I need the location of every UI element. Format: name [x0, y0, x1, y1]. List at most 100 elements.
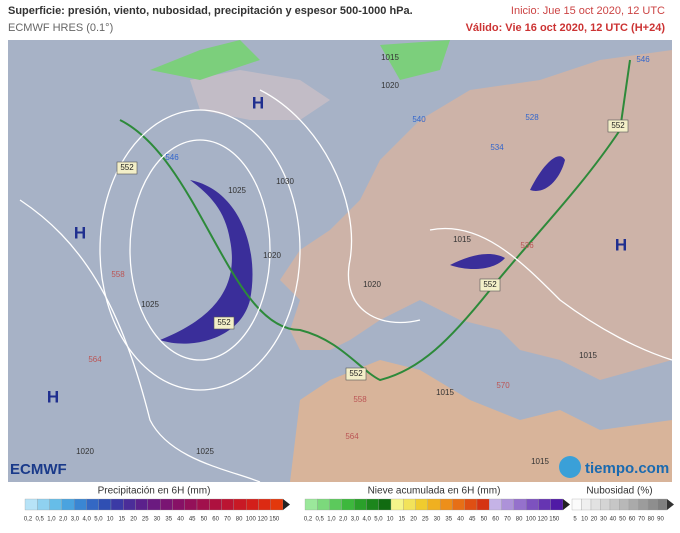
legend-tick-label: 15: [118, 517, 125, 523]
legend-tick-label: 35: [445, 517, 452, 523]
legend-swatch: [61, 498, 75, 511]
legend-swatch: [600, 498, 611, 511]
legend-swatch: [550, 498, 564, 511]
europe: [280, 50, 672, 380]
legend-tick-label: 10: [581, 517, 588, 523]
thickness-box: [479, 278, 501, 292]
init-time: Inicio: Jue 15 oct 2020, 12 UTC: [511, 5, 665, 17]
legend-tick-label: 45: [189, 517, 196, 523]
legend-tick-label: 25: [422, 517, 429, 523]
legend-tick-label: 40: [610, 517, 617, 523]
legend-swatch: [341, 498, 355, 511]
isobar-label: 1015: [453, 235, 471, 244]
thickness-box: [213, 316, 235, 330]
legend-title: Precipitación en 6H (mm): [98, 486, 211, 497]
thickness-552-line: [119, 59, 631, 382]
legend-arrow: [283, 499, 290, 510]
high-label: H: [252, 93, 264, 112]
legend-swatch: [147, 498, 161, 511]
high-label: H: [74, 223, 86, 242]
thickness-label: 564: [88, 355, 102, 364]
isobars: [19, 89, 673, 483]
snow-area: [150, 40, 450, 80]
legend-tick-label: 80: [236, 517, 243, 523]
legend-tick-label: 150: [549, 517, 560, 523]
legend-tick-label: 50: [481, 517, 488, 523]
legend-tick-label: 20: [130, 517, 137, 523]
legend-swatch: [317, 498, 330, 511]
legend-tick-label: 0,2: [24, 517, 33, 523]
thickness-label: 558: [353, 395, 367, 404]
isobar-label: 1025: [196, 447, 214, 456]
legend-swatch: [378, 498, 392, 511]
legend-swatch: [172, 498, 185, 511]
legend-tick-label: 20: [410, 517, 417, 523]
legend-tick-label: 10: [107, 517, 114, 523]
legend-tick-label: 2,0: [59, 517, 68, 523]
high-label: H: [47, 387, 59, 406]
isobar-label: 1025: [228, 186, 246, 195]
thickness-label: 540: [412, 115, 426, 124]
legend-swatch: [489, 498, 502, 511]
legend-swatch: [619, 498, 630, 511]
legend-tick-label: 45: [469, 517, 476, 523]
legend-swatch: [628, 498, 639, 511]
legend-tick-label: 60: [492, 517, 499, 523]
legend-swatch: [427, 498, 441, 511]
legend-tick-label: 120: [538, 517, 549, 523]
tiempo-icon: [559, 456, 581, 478]
legend-swatch: [590, 498, 601, 511]
legend-swatch: [390, 498, 404, 511]
isobar-label: 1020: [363, 280, 381, 289]
legend-swatch: [304, 498, 318, 511]
legend-swatch: [110, 498, 124, 511]
legend-swatch: [501, 498, 515, 511]
thickness-label: 536: [520, 241, 534, 250]
legend-swatch: [184, 498, 198, 511]
legend-tick-label: 35: [165, 517, 172, 523]
legend-tick-label: 0,5: [316, 517, 325, 523]
legend-swatch: [647, 498, 658, 511]
legend-swatch: [638, 498, 649, 511]
isobar-label: 1015: [531, 457, 549, 466]
legend-swatch: [37, 498, 50, 511]
legend-tick-label: 0,2: [304, 517, 313, 523]
legend-swatch: [209, 498, 222, 511]
thickness-label: 546: [165, 153, 179, 162]
legend-swatch: [329, 498, 343, 511]
legend-swatch: [366, 498, 379, 511]
legend-swatch: [270, 498, 284, 511]
legend-swatch: [415, 498, 429, 511]
legend-arrow: [667, 499, 674, 510]
thickness-label: 558: [111, 270, 125, 279]
valid-time: Válido: Vie 16 oct 2020, 12 UTC (H+24): [466, 22, 666, 34]
precip-band: [160, 180, 253, 344]
legend-tick-label: 40: [177, 517, 184, 523]
legend-tick-label: 1,0: [327, 517, 336, 523]
thickness-box: [345, 367, 367, 381]
legend-swatch: [196, 498, 210, 511]
legend-swatch: [476, 498, 490, 511]
legend-swatch: [538, 498, 551, 511]
legend-tick-label: 25: [142, 517, 149, 523]
legend-tick-label: 30: [434, 517, 441, 523]
legend-tick-label: 5: [573, 517, 577, 523]
thickness-box-label: 552: [349, 369, 363, 378]
legend-tick-label: 4,0: [362, 517, 371, 523]
precip-cells: [450, 156, 565, 270]
legend-swatch: [452, 498, 465, 511]
legend-tick-label: 0,5: [36, 517, 45, 523]
legend-tick-label: 90: [657, 517, 664, 523]
legend-tick-label: 40: [457, 517, 464, 523]
header-bg: [0, 0, 680, 40]
isobar-label: 1030: [276, 177, 294, 186]
thickness-box: [607, 119, 629, 133]
ecmwf-logo: ECMWF: [10, 461, 67, 478]
legend-tick-label: 30: [154, 517, 161, 523]
legend-swatch: [245, 498, 259, 511]
legend-tick-label: 150: [269, 517, 280, 523]
legend-swatch: [233, 498, 247, 511]
high-label: H: [615, 235, 627, 254]
legend-tick-label: 20: [591, 517, 598, 523]
